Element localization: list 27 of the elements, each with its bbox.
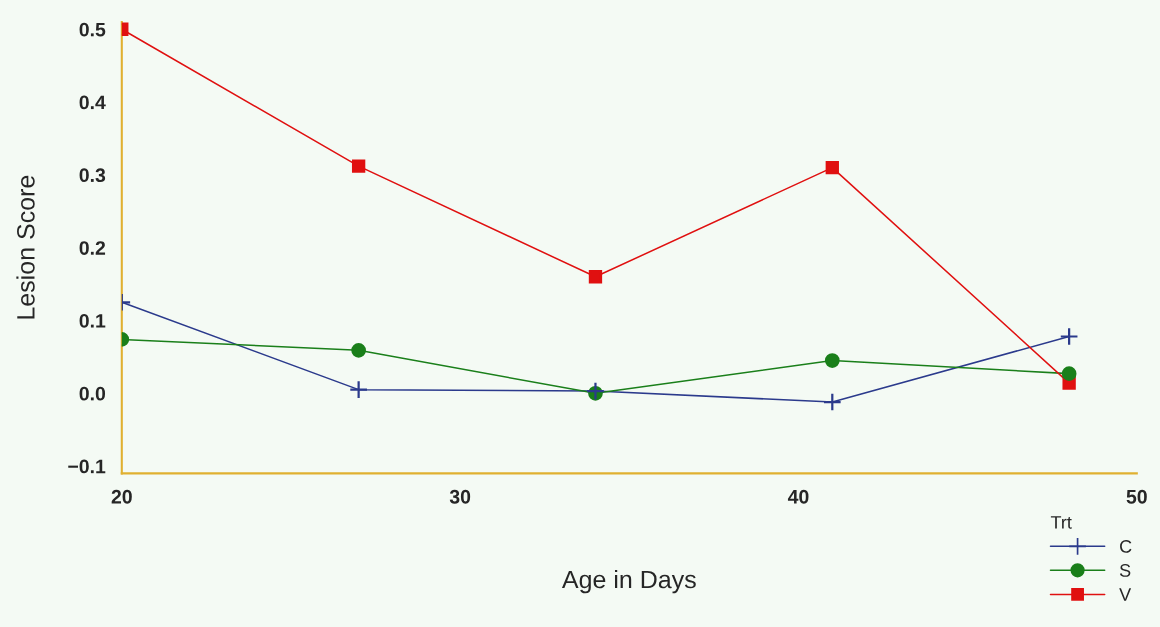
point <box>586 381 605 401</box>
point <box>349 380 369 400</box>
y-tick-label: 0.2 <box>79 241 106 255</box>
x-tick-label: 30 <box>449 489 471 504</box>
y-tick-label: 0.1 <box>79 313 106 328</box>
legend-label: S <box>1119 564 1131 577</box>
x-axis-title: Age in Days <box>561 569 696 594</box>
y-tick-label: 0.0 <box>79 386 106 401</box>
point <box>1061 366 1077 381</box>
x-tick-label: 40 <box>787 489 809 504</box>
legend-label: V <box>1119 588 1132 601</box>
y-tick-label: 0.3 <box>79 168 106 183</box>
point <box>1059 327 1079 346</box>
y-tick-label: 0.4 <box>79 95 106 110</box>
y-tick-label: 0.5 <box>79 22 106 37</box>
point <box>825 160 839 175</box>
x-tick-label: 50 <box>1126 489 1147 504</box>
x-tick-label: 20 <box>111 489 132 504</box>
legend-title: Trt <box>1050 516 1072 529</box>
point <box>351 342 366 358</box>
point <box>824 353 840 368</box>
y-axis-title: Lesion Score <box>16 175 35 319</box>
point <box>351 159 366 173</box>
legend-label: C <box>1120 540 1132 553</box>
point <box>822 392 842 412</box>
y-tick-label: −0.1 <box>68 459 106 474</box>
point <box>588 270 603 284</box>
